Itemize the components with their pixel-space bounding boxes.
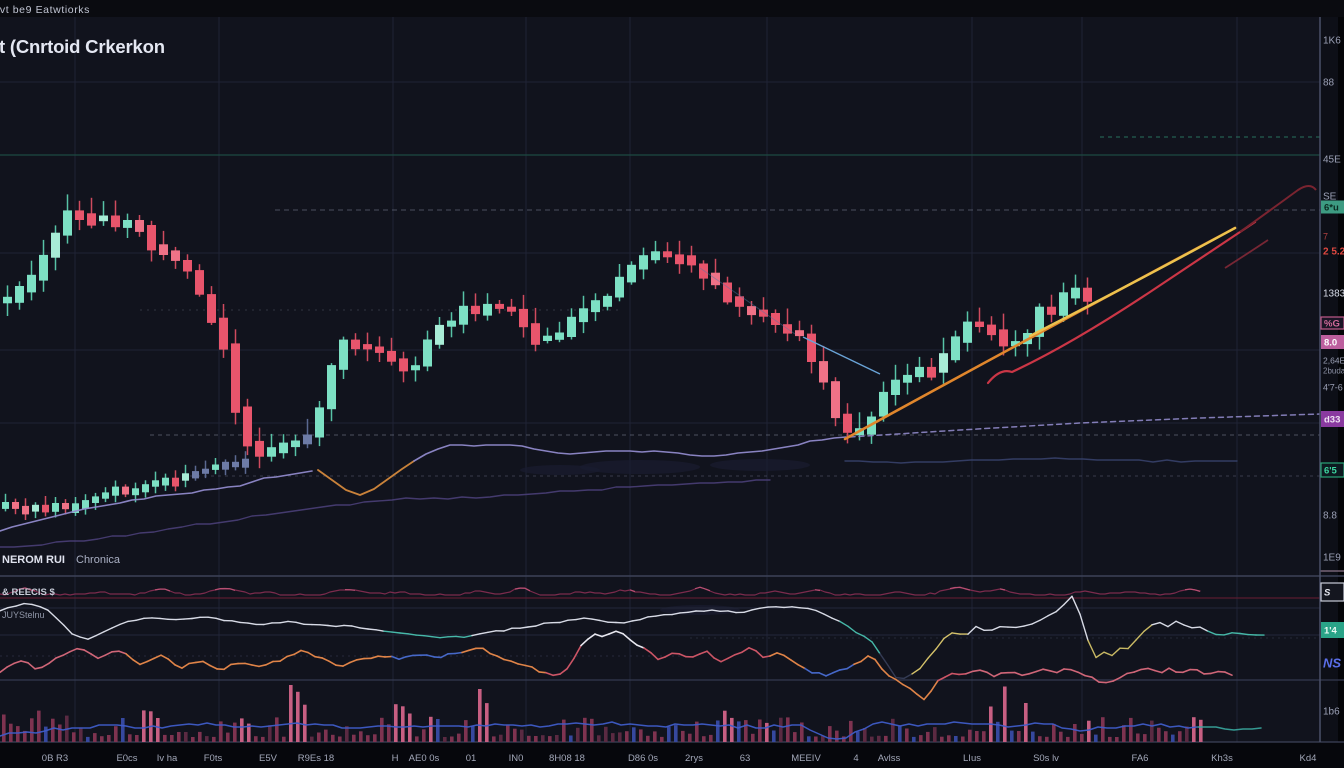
svg-text:1383: 1383	[1323, 289, 1344, 300]
svg-text:LIus: LIus	[963, 753, 981, 764]
svg-text:E0cs: E0cs	[116, 753, 137, 764]
svg-text:Iv ha: Iv ha	[157, 753, 178, 764]
svg-text:NS: NS	[1323, 656, 1341, 671]
svg-text:NEROM RUI: NEROM RUI	[2, 554, 65, 566]
svg-text:88: 88	[1323, 78, 1335, 89]
svg-text:R9Es 18: R9Es 18	[298, 753, 334, 764]
svg-text:rt (Cnrtoid Crkerkon: rt (Cnrtoid Crkerkon	[0, 36, 165, 57]
svg-text:1E9: 1E9	[1323, 553, 1341, 564]
svg-text:JUYStelnu: JUYStelnu	[2, 610, 45, 620]
svg-text:& REECIS $: & REECIS $	[2, 587, 56, 598]
svg-text:6*u: 6*u	[1324, 203, 1339, 214]
svg-text:2 5.2: 2 5.2	[1323, 247, 1344, 258]
svg-text:Chronica: Chronica	[76, 554, 121, 566]
svg-text:01: 01	[466, 753, 477, 764]
svg-text:2,64E: 2,64E	[1323, 356, 1344, 366]
svg-text:zvt be9 Eatwtiorks: zvt be9 Eatwtiorks	[0, 4, 90, 16]
svg-text:8H08 18: 8H08 18	[549, 753, 585, 764]
svg-text:63: 63	[740, 753, 751, 764]
svg-text:D86 0s: D86 0s	[628, 753, 658, 764]
svg-text:0B R3: 0B R3	[42, 753, 68, 764]
svg-text:FA6: FA6	[1132, 753, 1149, 764]
svg-text:MEEIV: MEEIV	[791, 753, 821, 764]
svg-text:Kd4: Kd4	[1300, 753, 1317, 764]
svg-text:2buda: 2buda	[1323, 367, 1344, 376]
svg-text:4: 4	[853, 753, 858, 764]
svg-text:1b6: 1b6	[1323, 707, 1340, 718]
svg-text:E5V: E5V	[259, 753, 278, 764]
svg-text:H: H	[392, 753, 399, 764]
svg-text:6'5: 6'5	[1324, 466, 1338, 477]
svg-text:8.8: 8.8	[1323, 511, 1337, 522]
svg-text:SE: SE	[1323, 192, 1337, 203]
svg-text:4'7-6: 4'7-6	[1323, 383, 1343, 393]
svg-text:Kh3s: Kh3s	[1211, 753, 1233, 764]
svg-text:8.0: 8.0	[1324, 338, 1337, 349]
svg-text:7: 7	[1323, 232, 1328, 242]
svg-text:S: S	[1324, 588, 1331, 599]
svg-text:1K6: 1K6	[1323, 36, 1341, 47]
svg-text:IN0: IN0	[509, 753, 524, 764]
svg-text:F0ts: F0ts	[204, 753, 223, 764]
svg-text:1'4: 1'4	[1324, 626, 1338, 637]
svg-text:2rys: 2rys	[685, 753, 703, 764]
svg-text:d33: d33	[1324, 415, 1340, 426]
svg-text:Avlss: Avlss	[878, 753, 901, 764]
svg-text:AE0 0s: AE0 0s	[409, 753, 440, 764]
svg-text:S0s lv: S0s lv	[1033, 753, 1059, 764]
svg-text:45E: 45E	[1323, 155, 1341, 166]
svg-text:%G: %G	[1324, 319, 1340, 330]
